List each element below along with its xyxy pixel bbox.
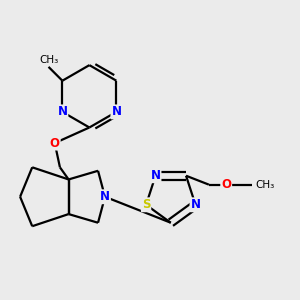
Text: O: O [221,178,231,191]
Text: N: N [57,105,68,119]
Text: CH₃: CH₃ [256,180,275,190]
Text: N: N [151,169,160,182]
Text: O: O [50,136,60,150]
Text: N: N [100,190,110,203]
Text: CH₃: CH₃ [39,55,58,65]
Text: S: S [142,198,150,211]
Text: N: N [190,198,200,211]
Text: N: N [111,105,122,119]
